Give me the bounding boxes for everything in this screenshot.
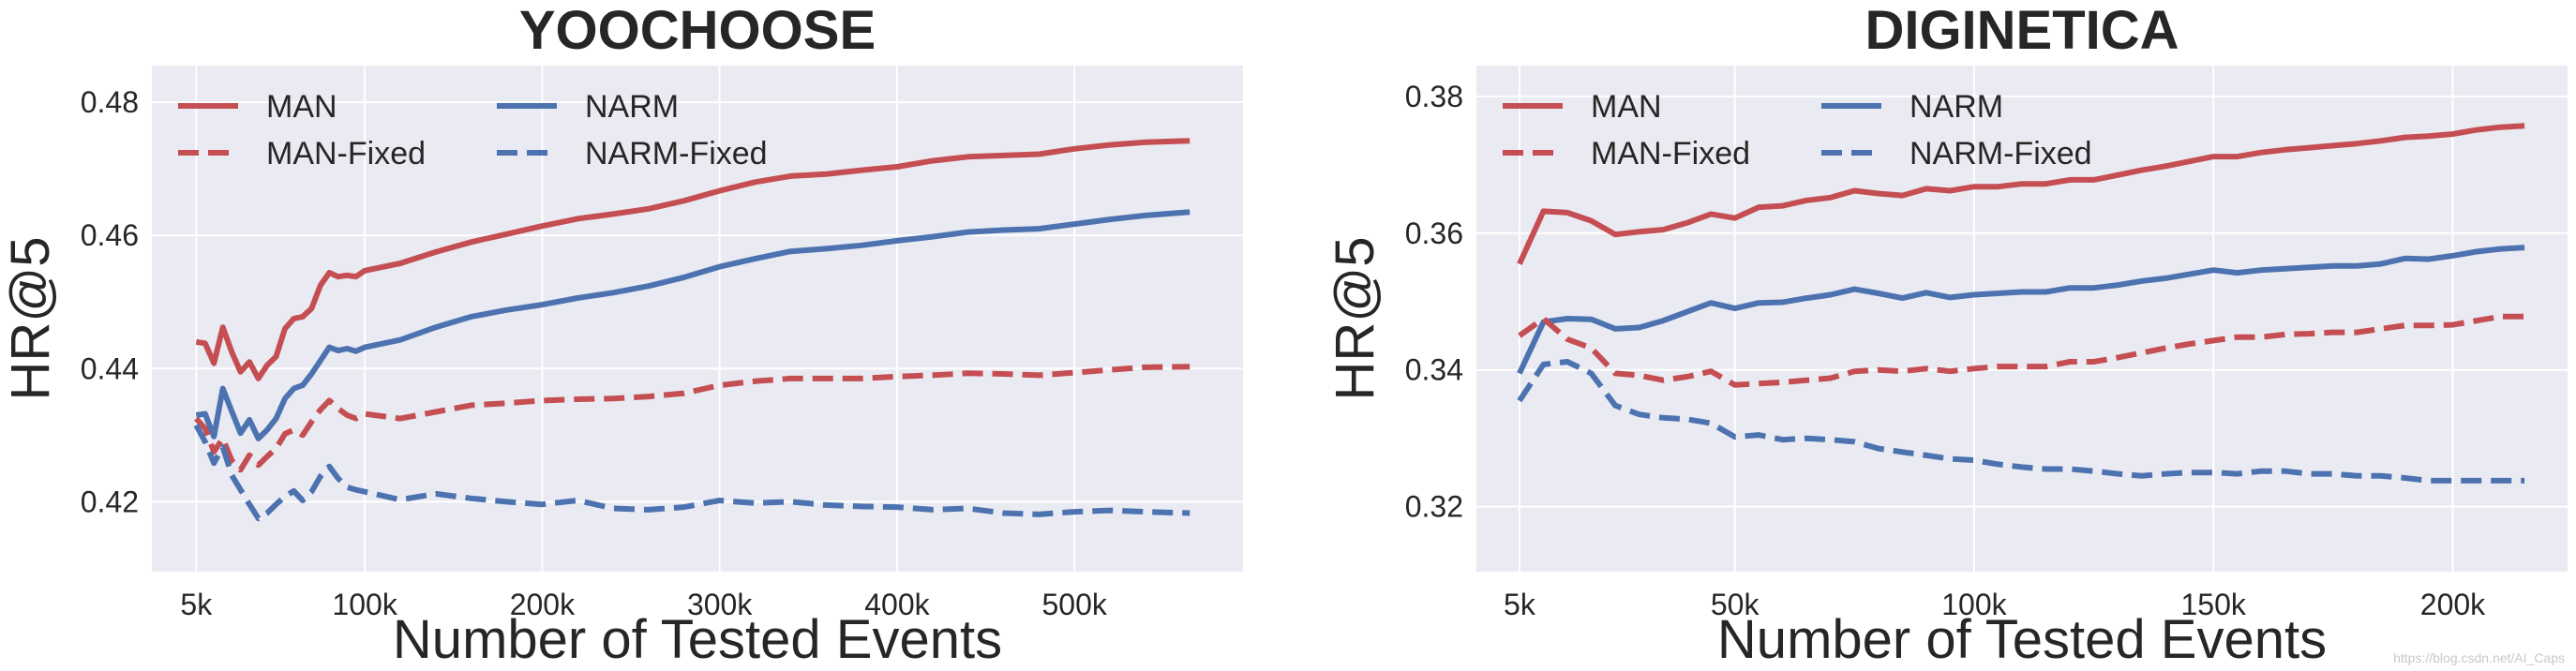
legend-label-man-fixed: MAN-Fixed (266, 136, 426, 171)
series-line-man (195, 138, 1191, 381)
x-axis-label: Number of Tested Events (393, 609, 1002, 670)
chart-title: YOOCHOOSE (519, 0, 876, 61)
x-tick-label: 400k (864, 588, 930, 621)
legend-label-narm: NARM (585, 89, 679, 125)
chart-0: 0.42 0.44 0.46 0.48 5k 100k 200k 300k 400k 500k YO… (0, 0, 1243, 670)
y-tick-label: 0.32 (1405, 490, 1463, 524)
x-tick-label: 5k (1504, 588, 1536, 621)
legend-label-narm: NARM (1910, 89, 2003, 125)
x-tick-label: 150k (2181, 588, 2247, 621)
y-tick-label: 0.44 (81, 351, 139, 385)
x-tick-label: 100k (1941, 588, 2007, 621)
x-tick-label: 300k (687, 588, 753, 621)
x-tick-label: 500k (1041, 588, 1107, 621)
series-line-man-fixed (1518, 313, 2525, 388)
y-tick-label: 0.38 (1405, 80, 1463, 113)
y-axis-label: HR@5 (1325, 237, 1385, 401)
plot-background (1476, 66, 2568, 572)
y-tick-label: 0.48 (81, 85, 139, 119)
series-line-man-fixed (194, 364, 1191, 473)
series-line-narm-fixed (1517, 359, 2525, 484)
series-line-narm (1517, 245, 2525, 375)
watermark: https://blog.csdn.net/AI_Caps (2393, 650, 2565, 665)
series-line-narm (195, 209, 1191, 441)
y-tick-label: 0.34 (1405, 353, 1463, 387)
series-line-man (1517, 123, 2525, 265)
x-tick-label: 200k (510, 588, 576, 621)
legend-label-man: MAN (266, 89, 337, 125)
series-line-narm-fixed (193, 424, 1191, 522)
y-tick-label: 0.46 (81, 218, 139, 252)
x-tick-label: 50k (1711, 588, 1760, 621)
x-tick-label: 200k (2420, 588, 2486, 621)
chart-title: DIGINETICA (1865, 0, 2179, 61)
legend-label-man: MAN (1591, 89, 1662, 125)
legend-label-narm-fixed: NARM-Fixed (1910, 136, 2092, 171)
y-axis-label: HR@5 (0, 237, 61, 401)
y-tick-label: 0.42 (81, 485, 139, 518)
legend-label-narm-fixed: NARM-Fixed (585, 136, 768, 171)
y-tick-label: 0.36 (1405, 216, 1463, 250)
legend-label-man-fixed: MAN-Fixed (1591, 136, 1750, 171)
chart-1: 0.32 0.34 0.36 0.38 5k 50k 100k 150k 200k DIGINET… (1325, 0, 2568, 670)
x-tick-label: 100k (332, 588, 397, 621)
x-tick-label: 5k (180, 588, 213, 621)
x-axis-label: Number of Tested Events (1717, 609, 2327, 670)
